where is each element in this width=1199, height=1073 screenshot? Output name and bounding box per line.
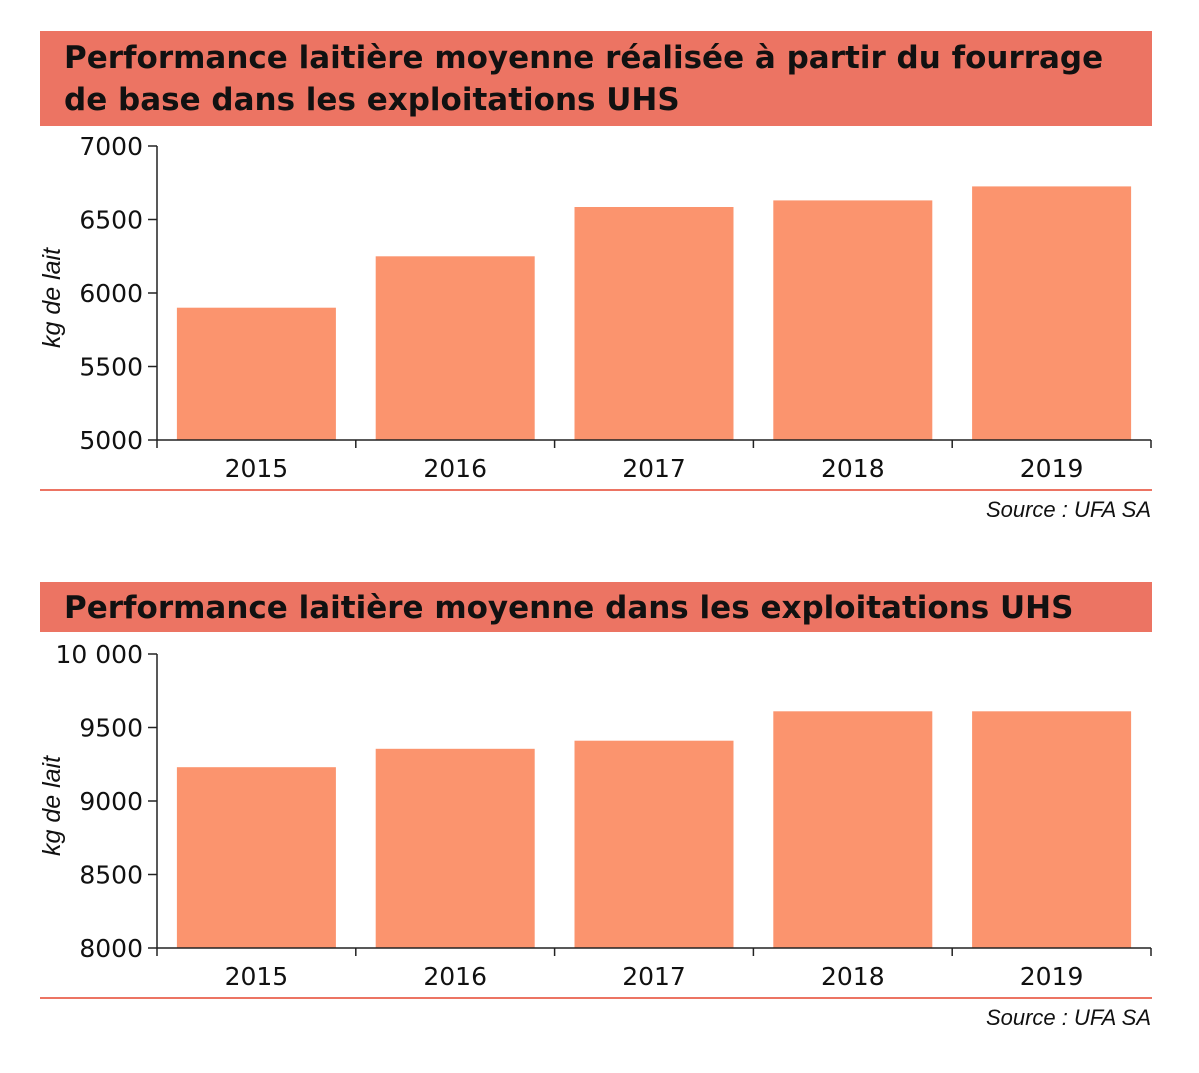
x-tick-label: 2015 [225, 454, 289, 483]
x-tick-label: 2016 [423, 454, 487, 483]
x-tick-label: 2018 [821, 962, 885, 991]
chart-title-1-line-2: de base dans les exploitations UHS [64, 82, 680, 118]
x-tick-label: 2017 [622, 962, 686, 991]
y-tick-label: 9500 [79, 714, 143, 743]
source-rule-2 [40, 997, 1152, 999]
chart-title-2: Performance laitière moyenne dans les ex… [40, 582, 1152, 632]
source-note-2: Source : UFA SA [985, 1005, 1151, 1030]
y-tick-label: 5000 [79, 426, 143, 455]
y-axis-title: kg de lait [38, 247, 66, 348]
y-tick-label: 10 000 [56, 640, 143, 669]
bar-2017 [574, 207, 734, 440]
x-tick-label: 2016 [423, 962, 487, 991]
y-tick-label: 8000 [79, 934, 143, 963]
bar-2015 [176, 767, 336, 948]
chart-title-2-line-1: Performance laitière moyenne dans les ex… [64, 590, 1074, 626]
bar-2016 [375, 256, 535, 441]
source-rule-1 [40, 489, 1152, 491]
y-tick-label: 6500 [79, 206, 143, 235]
y-tick-label: 5500 [79, 353, 143, 382]
x-tick-label: 2019 [1020, 962, 1084, 991]
bar-2016 [375, 748, 535, 948]
bar-chart-2: 8000 8500 9000 9500 10 000 2015 2016 2017 2018 20… [38, 640, 1152, 991]
chart-panel-1: Performance laitière moyenne réalisée à … [38, 31, 1152, 522]
bar-2019 [972, 711, 1132, 948]
chart-title-1: Performance laitière moyenne réalisée à … [40, 31, 1152, 126]
bar-2018 [773, 711, 933, 948]
bar-2019 [972, 186, 1132, 440]
y-tick-label: 8500 [79, 861, 143, 890]
y-tick-label: 9000 [79, 787, 143, 816]
bar-2015 [176, 307, 336, 440]
source-note-1: Source : UFA SA [985, 497, 1151, 522]
x-tick-label: 2018 [821, 454, 885, 483]
x-tick-label: 2015 [225, 962, 289, 991]
y-axis-title: kg de lait [38, 755, 66, 856]
bar-2017 [574, 740, 734, 948]
x-tick-label: 2017 [622, 454, 686, 483]
bar-2018 [773, 200, 933, 440]
y-tick-label: 7000 [79, 132, 143, 161]
bar-chart-1: 5000 5500 6000 6500 7000 2015 2016 2017 2018 2019… [38, 132, 1152, 483]
x-tick-label: 2019 [1020, 454, 1084, 483]
chart-title-1-line-1: Performance laitière moyenne réalisée à … [64, 40, 1104, 76]
y-tick-label: 6000 [79, 279, 143, 308]
